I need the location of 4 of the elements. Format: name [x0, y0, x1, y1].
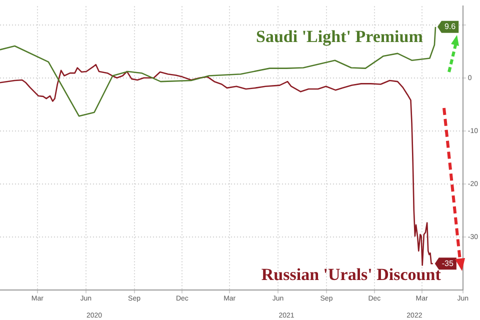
data-label: 9.6	[444, 22, 456, 32]
data-label: -35	[442, 258, 454, 268]
legend-label: Saudi 'Light' Premium	[256, 27, 423, 46]
legend-label: Russian 'Urals' Discount	[261, 265, 442, 284]
